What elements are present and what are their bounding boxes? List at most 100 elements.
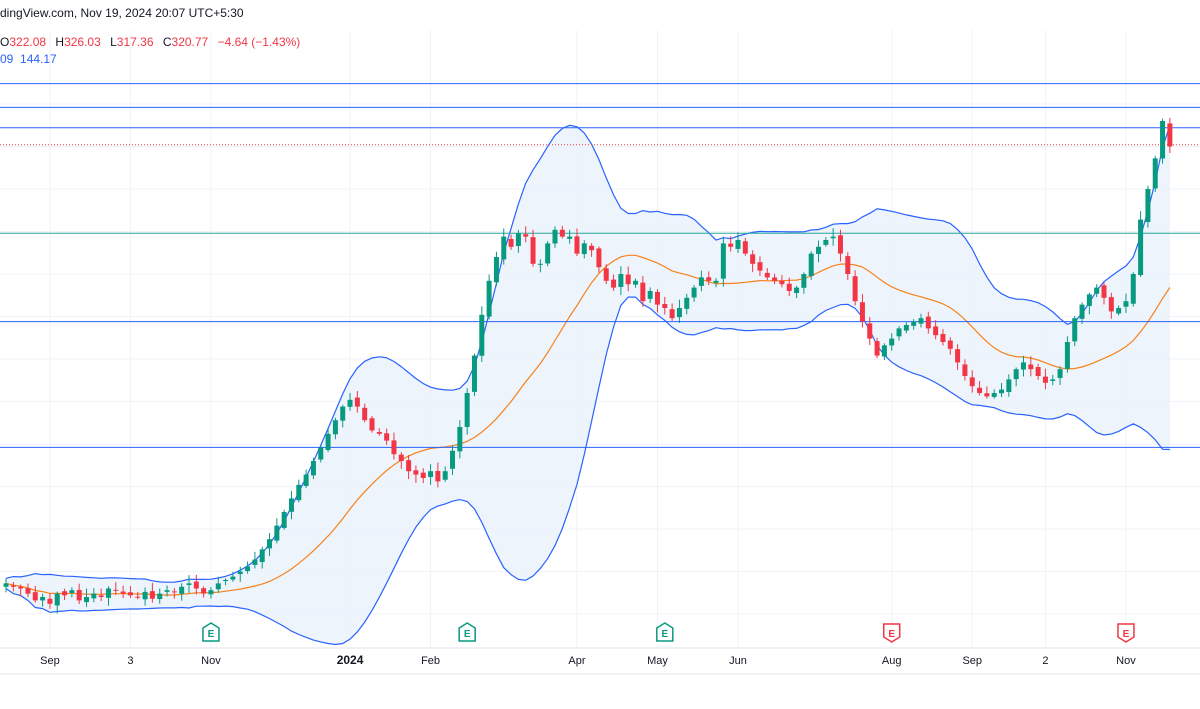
x-axis-tick-label: 2024 bbox=[337, 653, 364, 667]
candle-body bbox=[32, 592, 38, 601]
candle-body bbox=[867, 323, 873, 339]
chart-source-line: dingView.com, Nov 19, 2024 20:07 UTC+5:3… bbox=[0, 6, 244, 20]
x-axis-tick-label: Nov bbox=[201, 655, 221, 667]
candle-body bbox=[1123, 301, 1129, 307]
candle-body bbox=[720, 243, 726, 279]
x-axis-tick-label: 2 bbox=[1042, 655, 1048, 667]
candle-body bbox=[18, 586, 24, 589]
candle-body bbox=[91, 593, 97, 599]
open-value: 322.08 bbox=[9, 35, 47, 49]
candle-body bbox=[625, 274, 631, 285]
candle-body bbox=[713, 280, 719, 283]
ohlc-legend: O322.08 H326.03 L317.36 C320.77 −4.64 (−… bbox=[0, 35, 300, 49]
candle-body bbox=[742, 241, 748, 254]
candle-body bbox=[391, 440, 397, 455]
candle-body bbox=[589, 245, 595, 251]
candle-body bbox=[611, 279, 617, 288]
candle-body bbox=[1079, 304, 1085, 319]
candle-body bbox=[120, 591, 126, 594]
earnings-marker-label: E bbox=[888, 629, 895, 640]
candle-body bbox=[1028, 364, 1034, 370]
candle-body bbox=[603, 268, 609, 281]
candle-body bbox=[398, 454, 404, 461]
candle-body bbox=[684, 297, 690, 309]
candle-body bbox=[691, 287, 697, 298]
candle-body bbox=[1101, 285, 1107, 298]
candle-body bbox=[596, 248, 602, 268]
earnings-marker-icon bbox=[656, 622, 674, 642]
candle-body bbox=[1072, 318, 1078, 342]
candle-body bbox=[493, 257, 499, 283]
bollinger-lower-line bbox=[5, 296, 1170, 646]
candle-body bbox=[823, 240, 829, 245]
candle-body bbox=[274, 525, 280, 541]
candle-body bbox=[1108, 297, 1114, 312]
candle-body bbox=[340, 406, 346, 421]
candle-body bbox=[889, 338, 895, 346]
candle-body bbox=[706, 277, 712, 281]
candle-body bbox=[1160, 121, 1166, 159]
candle-body bbox=[896, 328, 902, 337]
candle-body bbox=[10, 585, 16, 587]
candle-body bbox=[647, 291, 653, 299]
candle-body bbox=[808, 253, 814, 277]
bollinger-legend: 09 144.17 bbox=[0, 52, 57, 66]
candle-body bbox=[757, 262, 763, 271]
x-axis-tick-label: 3 bbox=[127, 655, 133, 667]
candle-body bbox=[193, 581, 199, 589]
candle-body bbox=[1050, 379, 1056, 381]
candle-body bbox=[362, 407, 368, 421]
candle-body bbox=[1152, 158, 1158, 189]
candle-body bbox=[633, 280, 639, 285]
candle-body bbox=[999, 389, 1005, 394]
candle-body bbox=[676, 308, 682, 318]
x-axis-tick-label: Aug bbox=[882, 655, 902, 667]
candle-body bbox=[142, 591, 148, 600]
bollinger-basis-line bbox=[5, 254, 1171, 596]
low-label: L bbox=[110, 35, 117, 49]
candle-body bbox=[508, 238, 514, 247]
candle-body bbox=[171, 591, 177, 593]
candle-body bbox=[113, 589, 119, 591]
candle-body bbox=[230, 576, 236, 580]
candle-body bbox=[245, 566, 251, 572]
candle-body bbox=[384, 433, 390, 441]
candle-body bbox=[325, 433, 331, 450]
candle-body bbox=[406, 460, 412, 472]
candle-body bbox=[969, 377, 975, 387]
candle-body bbox=[947, 340, 953, 349]
candle-body bbox=[1094, 287, 1100, 294]
candle-body bbox=[640, 282, 646, 302]
candle-body bbox=[545, 243, 551, 264]
candle-body bbox=[369, 418, 375, 431]
candle-body bbox=[69, 590, 75, 593]
candle-body bbox=[464, 393, 470, 427]
candle-body bbox=[501, 236, 507, 260]
candle-body bbox=[1138, 219, 1144, 276]
candle-body bbox=[457, 427, 463, 452]
earnings-marker-label: E bbox=[464, 629, 471, 640]
candle-body bbox=[186, 583, 192, 585]
bb-value-2: 144.17 bbox=[20, 52, 57, 66]
candle-body bbox=[310, 461, 316, 476]
candle-body bbox=[1086, 294, 1092, 306]
candle-body bbox=[354, 397, 360, 407]
x-axis-tick-label: Feb bbox=[421, 655, 440, 667]
candle-body bbox=[332, 420, 338, 435]
candle-body bbox=[925, 316, 931, 329]
candle-body bbox=[735, 240, 741, 249]
candle-body bbox=[479, 314, 485, 356]
earnings-marker-label: E bbox=[208, 629, 215, 640]
candle-body bbox=[471, 355, 477, 392]
candle-body bbox=[1057, 369, 1063, 378]
bollinger-upper-line bbox=[5, 124, 1171, 583]
candle-body bbox=[662, 303, 668, 308]
earnings-marker-icon bbox=[458, 622, 476, 642]
earnings-marker-label: E bbox=[1123, 629, 1130, 640]
candle-body bbox=[1035, 367, 1041, 376]
candle-body bbox=[830, 236, 836, 239]
candle-body bbox=[1020, 362, 1026, 370]
candle-body bbox=[157, 593, 163, 600]
